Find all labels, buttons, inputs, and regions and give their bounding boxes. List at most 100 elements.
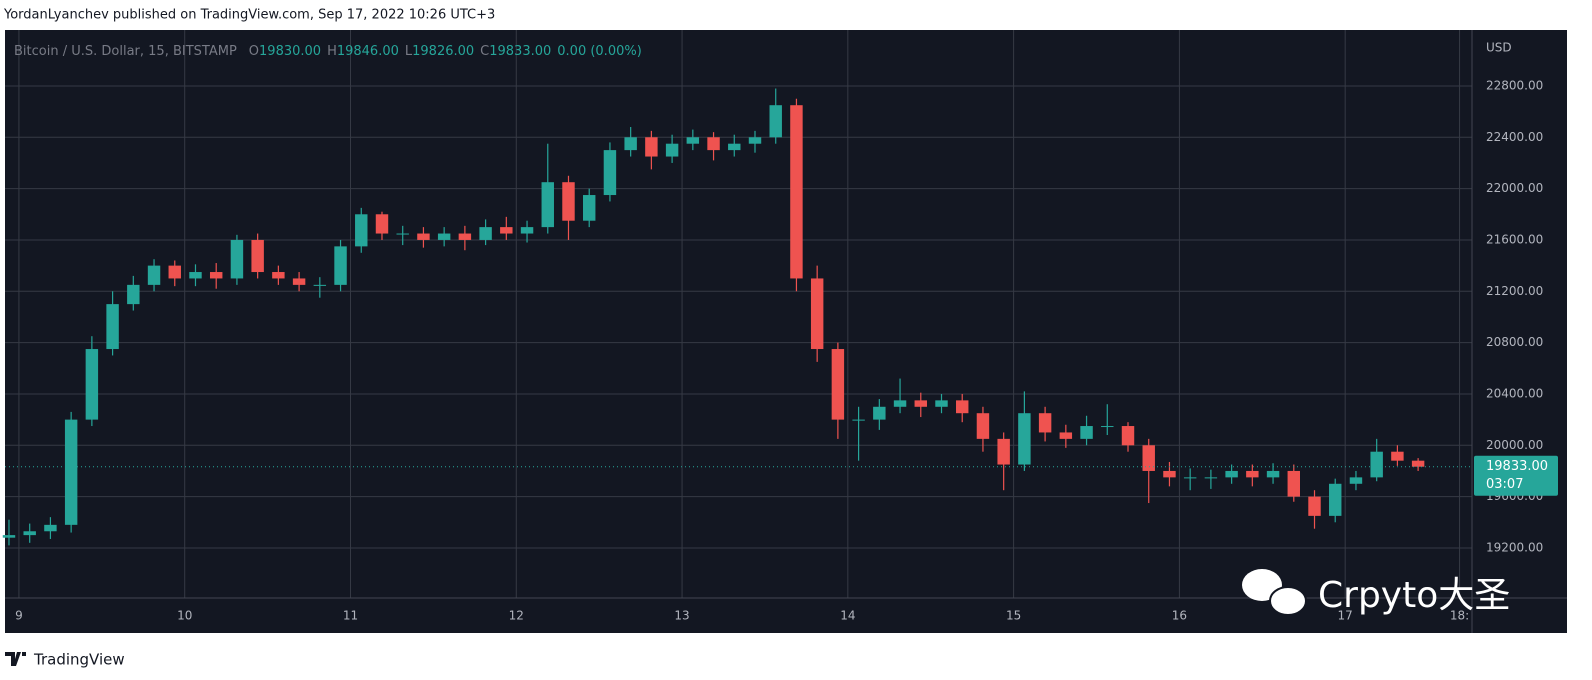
candle-body	[1349, 477, 1363, 484]
x-tick-label: 13	[674, 609, 689, 623]
legend-key: L	[405, 44, 413, 59]
candle-body	[852, 419, 865, 421]
y-tick-label: 22000.00	[1486, 181, 1543, 195]
header: YordanLyanchev published on TradingView.…	[3, 8, 495, 23]
candle-body	[209, 272, 223, 279]
countdown: 03:07	[1486, 477, 1523, 492]
logo-icon	[5, 652, 26, 666]
candle-body	[334, 246, 347, 285]
candle-body	[272, 272, 285, 279]
watermark-text: Crpyto大圣	[1318, 575, 1510, 616]
candle-body	[541, 182, 554, 228]
candle-body	[458, 233, 472, 240]
y-tick-label: 20000.00	[1486, 438, 1543, 452]
candle-body	[562, 182, 575, 221]
candle-body	[437, 233, 451, 240]
candle-body	[375, 214, 389, 234]
candle-body	[1038, 413, 1052, 433]
candle-body	[230, 239, 244, 279]
candle-body	[1059, 432, 1073, 439]
candle-body	[417, 233, 430, 240]
x-tick-label: 14	[840, 609, 855, 623]
y-tick-label: 22800.00	[1486, 78, 1543, 92]
candle-body	[707, 137, 720, 151]
y-tick-label: 20400.00	[1486, 386, 1543, 400]
candle-body	[1142, 445, 1155, 471]
plot-area	[2, 30, 1472, 598]
candle-body	[1308, 496, 1321, 516]
price-badge	[1474, 455, 1558, 496]
legend-key: C	[480, 44, 489, 59]
candle-body	[1370, 451, 1383, 478]
candle-body	[1121, 426, 1135, 446]
candle-body	[147, 265, 161, 285]
legend-value: 19826.00	[412, 44, 474, 59]
x-tick-label: 11	[343, 609, 358, 623]
candle-body	[85, 349, 99, 420]
x-tick-label: 18:	[1450, 609, 1469, 623]
candle-body	[624, 137, 637, 151]
x-tick-label: 17	[1338, 609, 1353, 623]
candle-body	[728, 143, 741, 151]
candle-body	[479, 227, 492, 240]
candle-body	[2, 535, 16, 538]
candle-body	[1287, 470, 1301, 497]
legend-value: 19833.00	[489, 44, 551, 59]
x-tick-label: 12	[509, 609, 524, 623]
candle-body	[790, 105, 803, 279]
candle-body	[893, 400, 907, 407]
candle-body	[1411, 460, 1425, 467]
last-price-label: 19833.00	[1486, 459, 1548, 474]
legend-key: O	[249, 44, 259, 59]
y-tick-label: 19200.00	[1486, 540, 1543, 554]
candle-body	[914, 400, 927, 407]
candle-body	[1204, 477, 1218, 479]
y-tick-label: 22400.00	[1486, 130, 1543, 144]
y-tick-label: 20800.00	[1486, 335, 1543, 349]
candle-body	[645, 137, 658, 157]
candle-body	[686, 137, 700, 144]
candle-body	[976, 413, 990, 439]
footer: TradingView	[33, 651, 125, 669]
candle-body	[520, 227, 534, 234]
candle-body	[251, 239, 264, 273]
legend-value: 19846.00	[337, 44, 399, 59]
y-tick-label: 21600.00	[1486, 232, 1543, 246]
candle-body	[1018, 413, 1031, 465]
watermark: Crpyto大圣	[1242, 569, 1510, 616]
legend-value: 19830.00	[259, 44, 321, 59]
candle-body	[355, 214, 368, 247]
x-tick-label: 16	[1172, 609, 1187, 623]
candle-body	[127, 284, 140, 305]
candle-body	[582, 195, 596, 221]
legend-key: H	[327, 44, 337, 59]
y-tick-label: 21200.00	[1486, 284, 1543, 298]
chart-panel	[5, 30, 1567, 633]
candle-body	[873, 406, 886, 420]
candle-body	[997, 438, 1010, 465]
candle-body	[935, 400, 948, 407]
x-tick-label: 10	[177, 609, 192, 623]
symbol: Bitcoin / U.S. Dollar, 15, BITSTAMP	[14, 44, 237, 59]
candle-body	[106, 304, 119, 350]
candle-body	[396, 233, 409, 235]
candle-body	[168, 265, 181, 279]
legend-change: 0.00 (0.00%)	[557, 44, 642, 59]
axis-unit: USD	[1486, 41, 1512, 55]
candle-body	[769, 105, 782, 138]
candle-body	[956, 400, 969, 414]
candle-body	[603, 150, 617, 196]
candle-body	[1183, 477, 1197, 479]
candle-body	[1080, 426, 1093, 439]
x-tick-label: 15	[1006, 609, 1021, 623]
candle-body	[665, 143, 679, 157]
candle-body	[1225, 470, 1238, 478]
candle-body	[810, 278, 824, 350]
candle-body	[831, 349, 845, 420]
candle-body	[1101, 426, 1114, 428]
candle-body	[1391, 451, 1404, 461]
candle-body	[189, 272, 202, 279]
candle-body	[1266, 470, 1280, 478]
candle-body	[1163, 470, 1176, 478]
